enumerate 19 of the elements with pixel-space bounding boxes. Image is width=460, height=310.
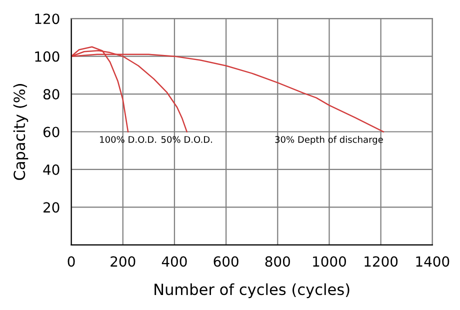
- x-tick-label: 200: [110, 256, 136, 267]
- x-tick-label: 1000: [313, 256, 346, 267]
- y-tick-label: 100: [35, 51, 60, 62]
- x-tick-label: 600: [214, 256, 238, 267]
- y-axis-title: Capacity (%): [13, 84, 28, 180]
- y-tick-label: 20: [44, 202, 60, 213]
- y-tick-label: 60: [43, 126, 60, 138]
- x-tick-label: 1200: [364, 256, 398, 267]
- x-axis-title: Number of cycles (cycles): [154, 283, 350, 298]
- x-tick-label: 800: [265, 256, 290, 267]
- x-tick-label: 0: [68, 256, 75, 267]
- x-tick-label: 400: [162, 256, 187, 267]
- annotation: 30% Depth of discharge: [275, 136, 383, 145]
- y-tick-label: 120: [35, 14, 60, 24]
- y-tick-label: 80: [43, 89, 60, 100]
- annotation: 100% D.O.D.: [100, 136, 156, 143]
- y-tick-label: 40: [43, 164, 60, 175]
- annotation: 50% D.O.D.: [161, 136, 212, 143]
- x-tick-label: 1400: [416, 256, 450, 267]
